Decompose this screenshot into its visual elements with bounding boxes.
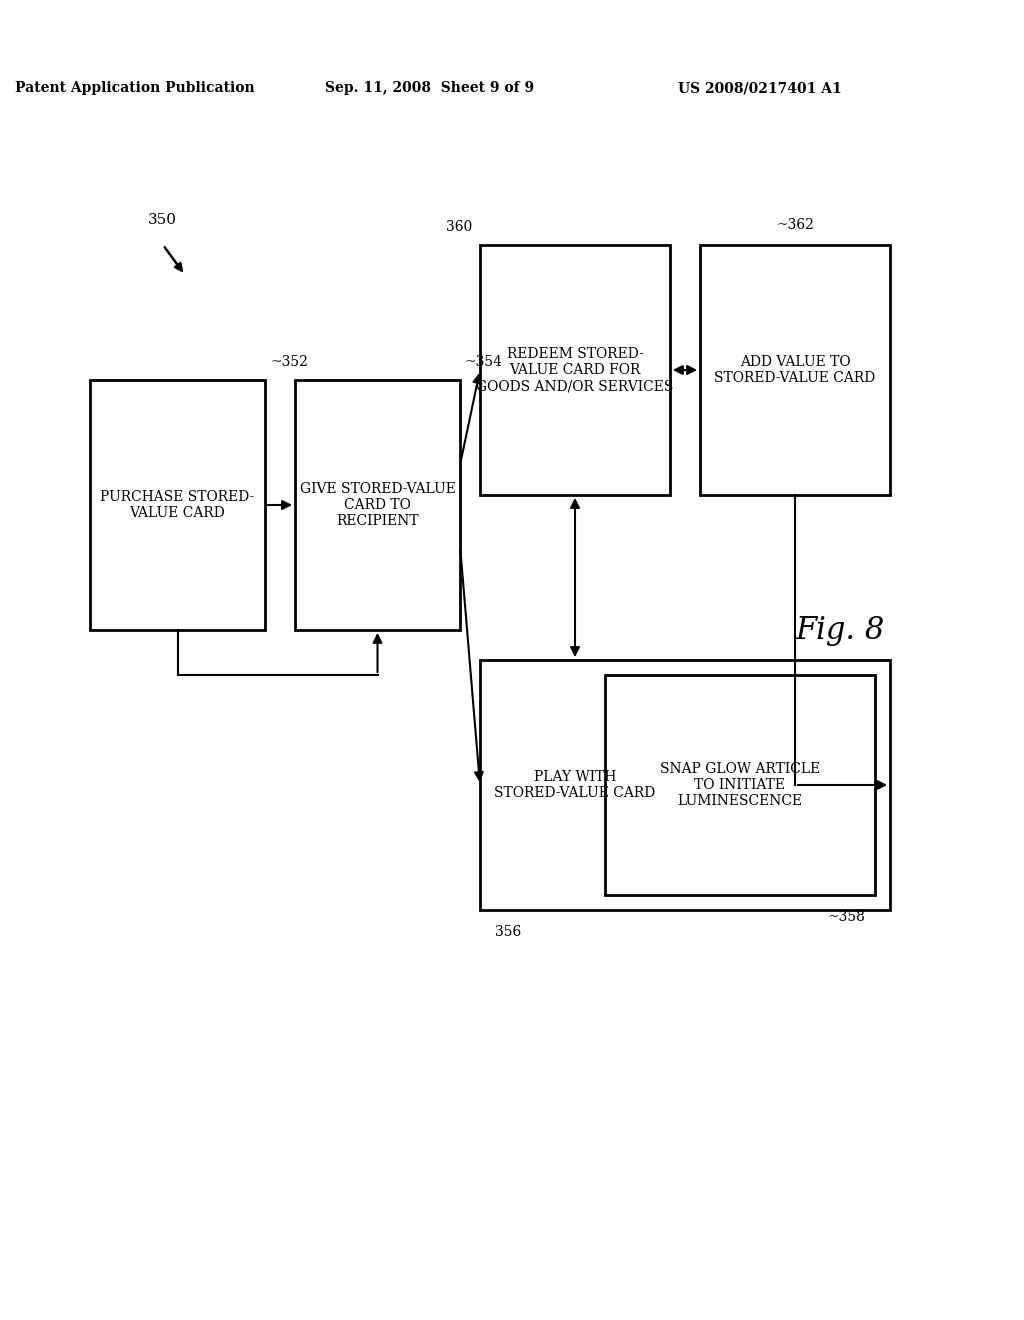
Text: ~352: ~352 (270, 355, 308, 370)
Bar (90, 380, 265, 630)
Text: Sep. 11, 2008  Sheet 9 of 9: Sep. 11, 2008 Sheet 9 of 9 (326, 81, 535, 95)
Bar (480, 660, 890, 909)
Text: ~358: ~358 (827, 909, 865, 924)
Text: 356: 356 (495, 925, 521, 939)
Text: REDEEM STORED-
VALUE CARD FOR
GOODS AND/OR SERVICES: REDEEM STORED- VALUE CARD FOR GOODS AND/… (476, 347, 674, 393)
Text: ADD VALUE TO
STORED-VALUE CARD: ADD VALUE TO STORED-VALUE CARD (715, 355, 876, 385)
Text: Fig. 8: Fig. 8 (796, 615, 885, 645)
Text: US 2008/0217401 A1: US 2008/0217401 A1 (678, 81, 842, 95)
Bar (480, 246, 670, 495)
Bar (295, 380, 460, 630)
Text: GIVE STORED-VALUE
CARD TO
RECIPIENT: GIVE STORED-VALUE CARD TO RECIPIENT (300, 482, 456, 528)
Text: PLAY WITH
STORED-VALUE CARD: PLAY WITH STORED-VALUE CARD (495, 770, 655, 800)
Text: SNAP GLOW ARTICLE
TO INITIATE
LUMINESCENCE: SNAP GLOW ARTICLE TO INITIATE LUMINESCEN… (659, 762, 820, 808)
Bar (700, 246, 890, 495)
Bar (605, 675, 874, 895)
Text: Patent Application Publication: Patent Application Publication (15, 81, 255, 95)
Text: 360: 360 (445, 220, 472, 234)
Text: PURCHASE STORED-
VALUE CARD: PURCHASE STORED- VALUE CARD (100, 490, 255, 520)
Text: ~362: ~362 (776, 218, 814, 232)
Text: 350: 350 (148, 213, 177, 227)
Text: ~354: ~354 (465, 355, 503, 370)
